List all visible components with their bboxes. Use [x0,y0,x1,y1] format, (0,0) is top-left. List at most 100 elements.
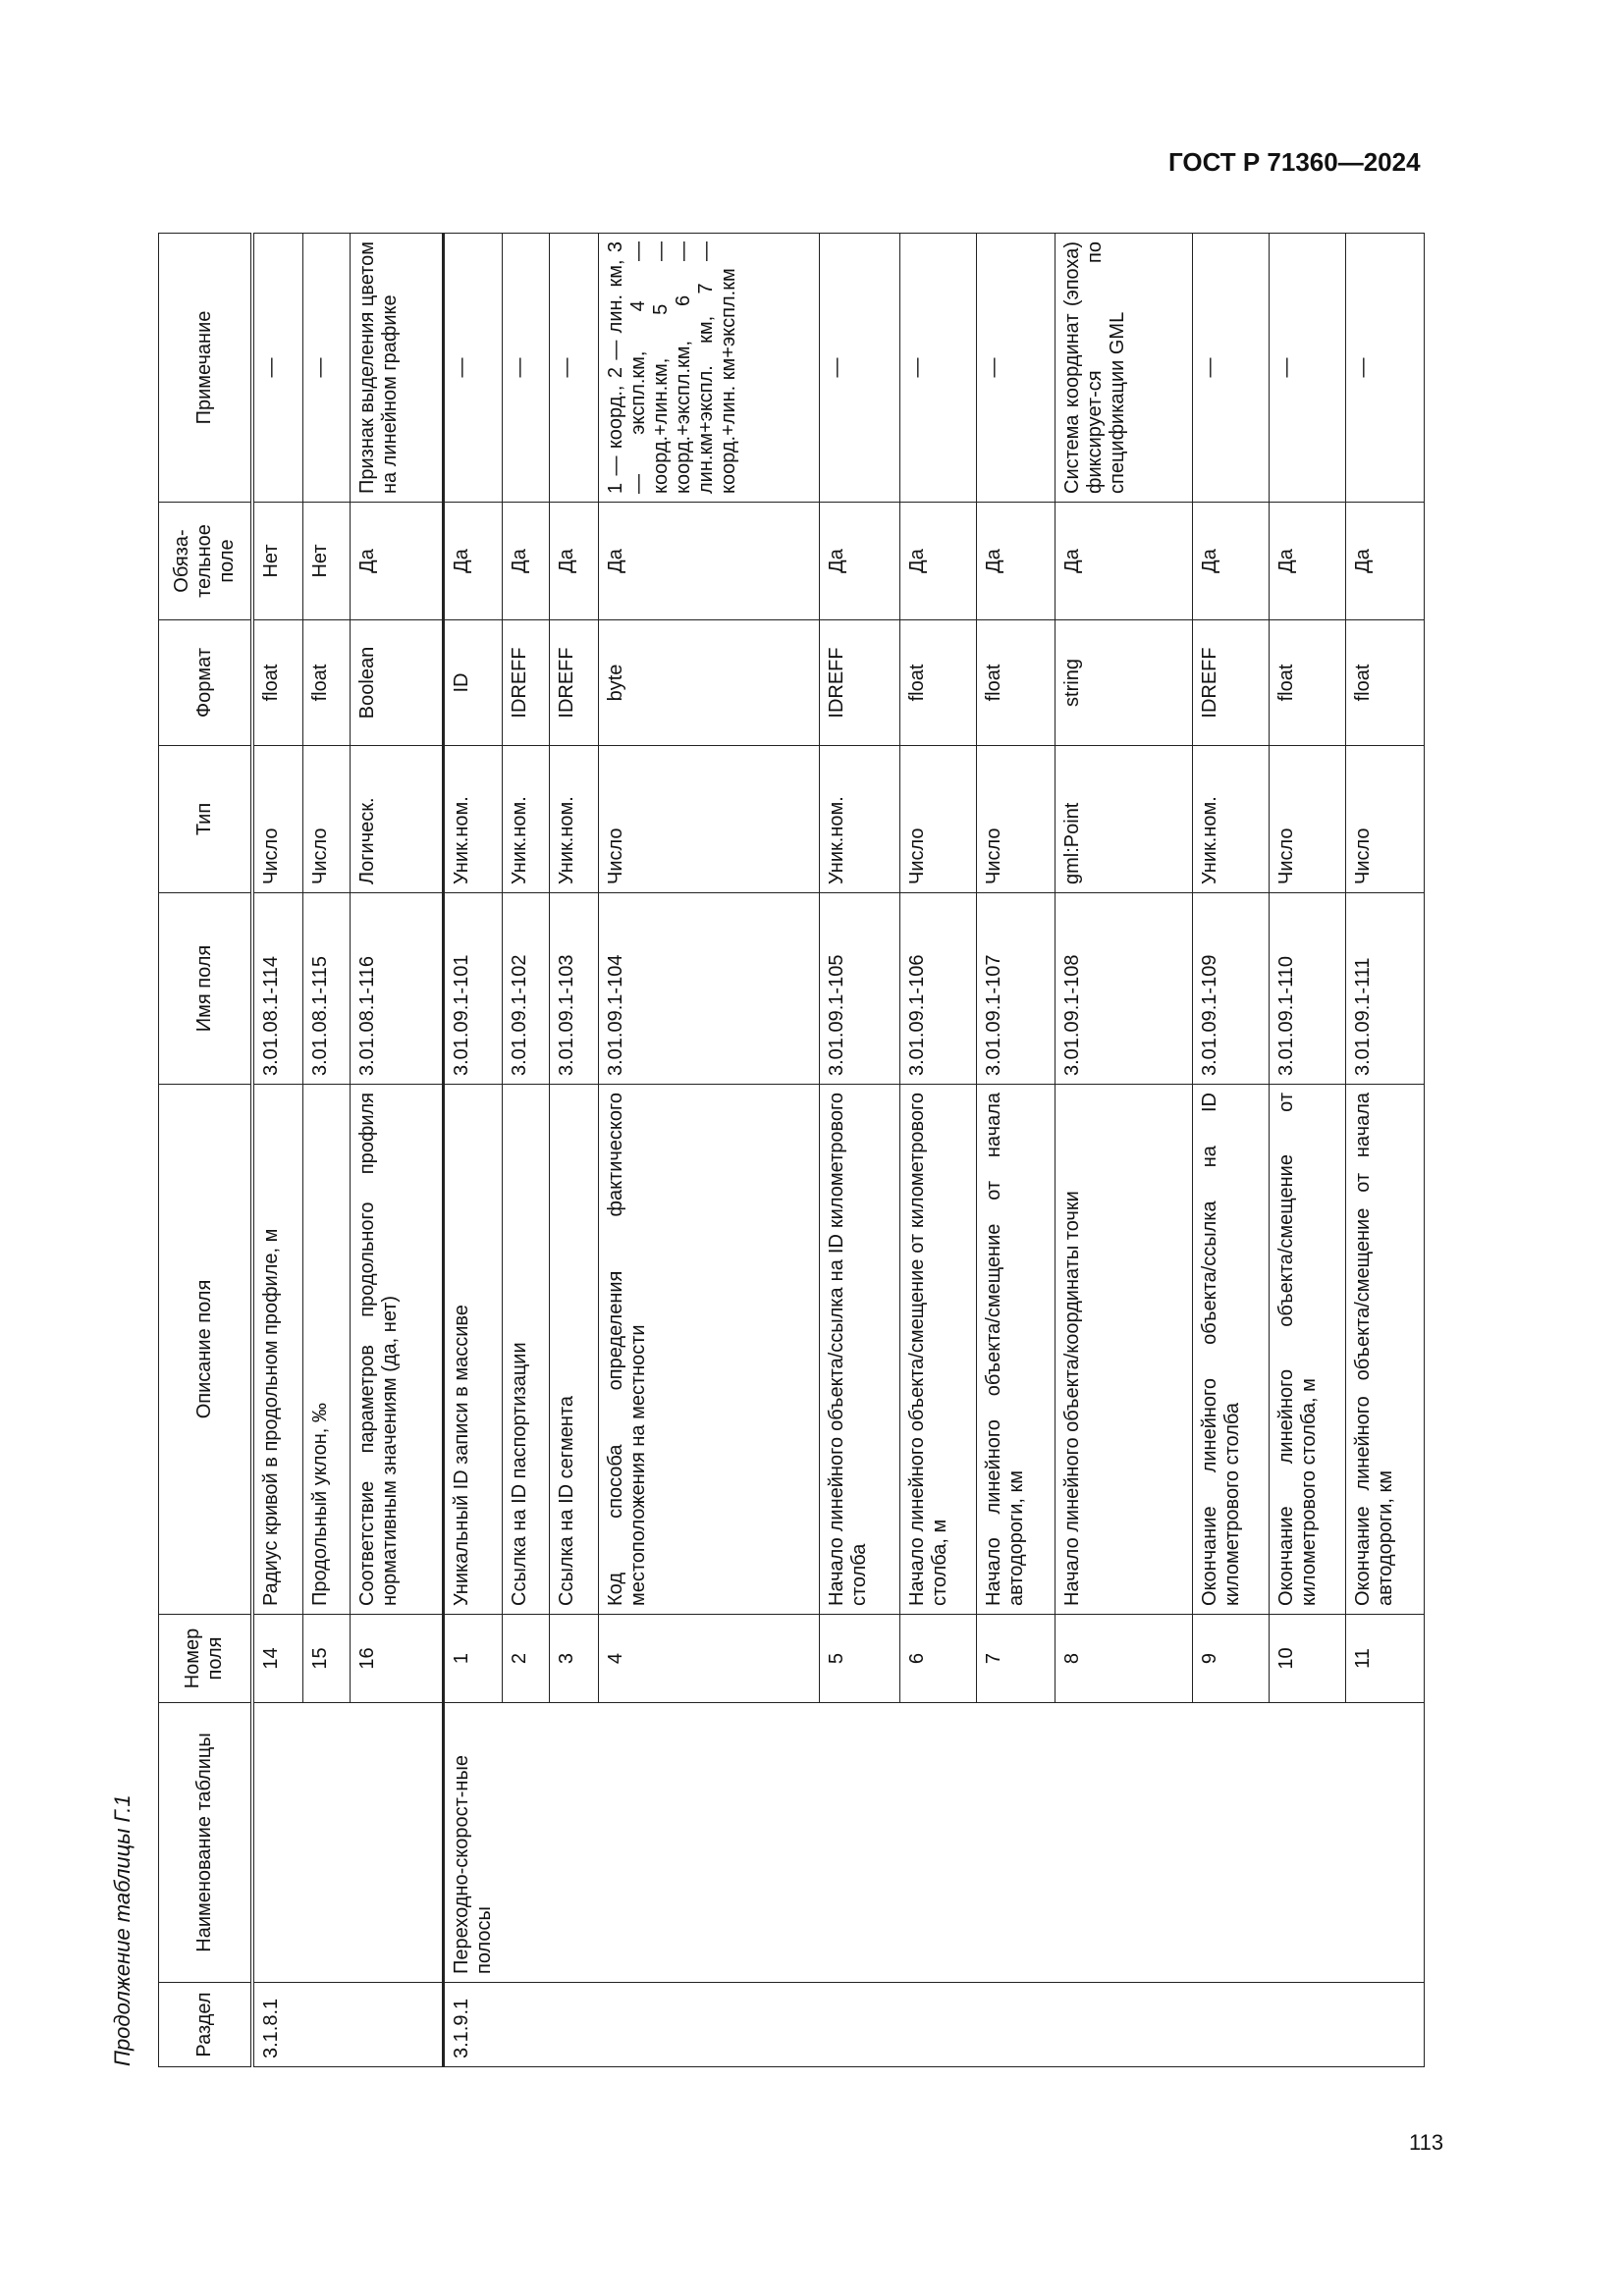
field-number-cell: 15 [302,1614,351,1703]
field-name-cell: 3.01.08.1-116 [350,892,444,1085]
type-cell: Уник.ном. [819,745,900,893]
format-cell: float [251,619,303,746]
type-cell: Уник.ном. [1192,745,1270,893]
type-cell: Число [1345,745,1425,893]
type-cell: Число [598,745,820,893]
type-cell: Число [1269,745,1346,893]
note-cell: — [899,233,977,503]
note-cell: — [502,233,550,503]
format-cell: IDREFF [549,619,599,746]
description-cell: Начало линейного объекта/координаты точк… [1055,1084,1193,1615]
description-cell: Окончание линейного объекта/ссылка на ID… [1192,1084,1270,1615]
col-header-description: Описание поля [158,1084,252,1615]
field-name-cell: 3.01.09.1-109 [1192,892,1270,1085]
note-cell: Система координат (эпоха) фиксирует-ся п… [1055,233,1193,503]
field-number-cell: 4 [598,1614,820,1703]
description-cell: Ссылка на ID паспортизации [502,1084,550,1615]
field-number-cell: 7 [976,1614,1056,1703]
description-cell: Уникальный ID записи в массиве [443,1084,503,1615]
col-header-field-number: Номер поля [158,1614,252,1703]
page-number: 113 [1409,2130,1444,2155]
format-cell: ID [443,619,503,746]
description-cell: Радиус кривой в продольном профиле, м [251,1084,303,1615]
description-cell: Ссылка на ID сегмента [549,1084,599,1615]
description-cell: Окончание линейного объекта/смещение от … [1269,1084,1346,1615]
type-cell: Число [976,745,1056,893]
required-cell: Да [899,502,977,620]
note-cell: — [976,233,1056,503]
fields-table: Раздел Наименование таблицы Номер поля О… [158,233,1425,2067]
table-container: Раздел Наименование таблицы Номер поля О… [158,233,1425,2067]
field-number-cell: 14 [251,1614,303,1703]
section-cell: 3.1.8.1 [251,1982,444,2067]
required-cell: Да [549,502,599,620]
required-cell: Да [502,502,550,620]
format-cell: float [1269,619,1346,746]
field-number-cell: 1 [443,1614,503,1703]
description-cell: Начало линейного объекта/смещение от кил… [899,1084,977,1615]
section-cell: 3.1.9.1 [443,1982,1425,2067]
col-header-required: Обяза-тельное поле [158,502,252,620]
field-number-cell: 8 [1055,1614,1193,1703]
format-cell: byte [598,619,820,746]
col-header-note: Примечание [158,233,252,503]
required-cell: Да [1192,502,1270,620]
field-name-cell: 3.01.09.1-106 [899,892,977,1085]
format-cell: float [1345,619,1425,746]
required-cell: Да [443,502,503,620]
table-row: 3.1.8.1 14 Радиус кривой в продольном проф… [251,233,444,2067]
format-cell: IDREFF [819,619,900,746]
format-cell: string [1055,619,1193,746]
required-cell: Да [598,502,820,620]
type-cell: gml:Point [1055,745,1193,893]
field-name-cell: 3.01.09.1-101 [443,892,503,1085]
note-cell: 1 — коорд., 2 — лин. км, 3 — экспл.км, 4… [598,233,820,503]
type-cell: Логическ. [350,745,444,893]
description-cell: Продольный уклон, ‰ [302,1084,351,1615]
note-cell: — [1345,233,1425,503]
field-name-cell: 3.01.09.1-103 [549,892,599,1085]
field-name-cell: 3.01.08.1-114 [251,892,303,1085]
required-cell: Нет [251,502,303,620]
format-cell: float [899,619,977,746]
required-cell: Да [976,502,1056,620]
field-number-cell: 11 [1345,1614,1425,1703]
format-cell: float [302,619,351,746]
required-cell: Да [1345,502,1425,620]
field-number-cell: 16 [350,1614,444,1703]
field-number-cell: 5 [819,1614,900,1703]
table-name-cell [251,1702,444,1983]
note-cell: — [1192,233,1270,503]
required-cell: Да [350,502,444,620]
table-row: 3.1.9.1 Переходно-скорост-ные полосы 1 Уник… [443,233,1425,2067]
required-cell: Да [1269,502,1346,620]
type-cell: Уник.ном. [502,745,550,893]
type-cell: Уник.ном. [549,745,599,893]
required-cell: Да [819,502,900,620]
col-header-format: Формат [158,619,252,746]
format-cell: Boolean [350,619,444,746]
document-code: ГОСТ Р 71360—2024 [1168,147,1421,177]
description-cell: Код способа определения фактического мес… [598,1084,820,1615]
note-cell: Признак выделения цветом на линейном гра… [350,233,444,503]
table-caption: Продолжение таблицы Г.1 [110,1794,135,2066]
note-cell: — [819,233,900,503]
type-cell: Число [302,745,351,893]
table-name-cell: Переходно-скорост-ные полосы [443,1702,1425,1983]
field-name-cell: 3.01.09.1-108 [1055,892,1193,1085]
field-name-cell: 3.01.09.1-104 [598,892,820,1085]
field-number-cell: 6 [899,1614,977,1703]
field-number-cell: 3 [549,1614,599,1703]
format-cell: IDREFF [1192,619,1270,746]
note-cell: — [302,233,351,503]
col-header-field-name: Имя поля [158,892,252,1085]
note-cell: — [549,233,599,503]
description-cell: Соответствие параметров продольного проф… [350,1084,444,1615]
type-cell: Уник.ном. [443,745,503,893]
col-header-section: Раздел [158,1982,252,2067]
table-header-row: Раздел Наименование таблицы Номер поля О… [158,233,252,2067]
required-cell: Нет [302,502,351,620]
col-header-type: Тип [158,745,252,893]
format-cell: IDREFF [502,619,550,746]
field-name-cell: 3.01.09.1-110 [1269,892,1346,1085]
